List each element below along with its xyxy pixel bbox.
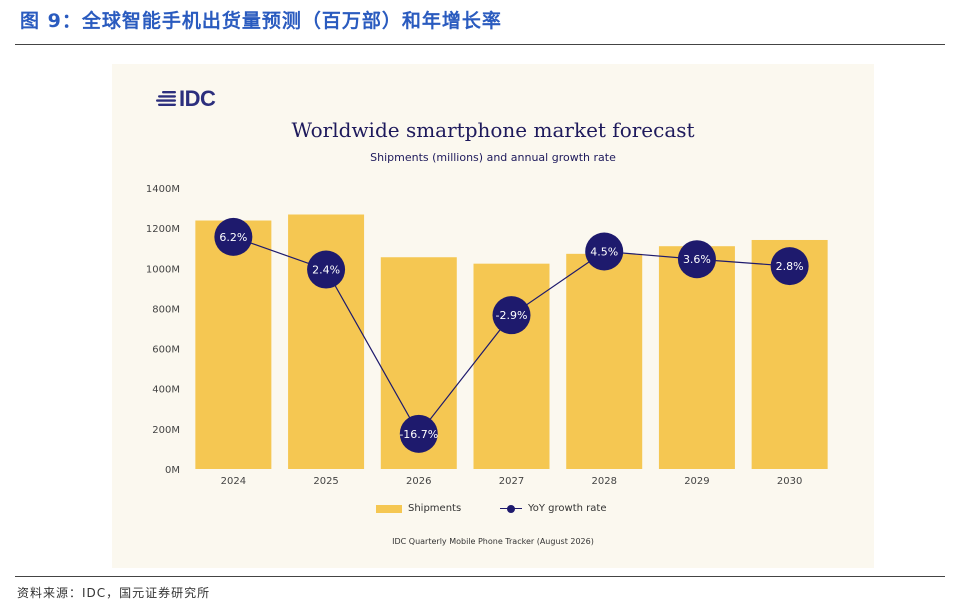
- y-tick-label: 600M: [152, 345, 180, 356]
- chart-footnote: IDC Quarterly Mobile Phone Tracker (Augu…: [392, 537, 594, 546]
- legend-item-shipments: Shipments: [376, 503, 461, 514]
- top-divider: [15, 44, 945, 45]
- x-tick-label: 2028: [591, 476, 616, 487]
- growth-data-label: -2.9%: [496, 309, 528, 322]
- legend-item-growth: YoY growth rate: [500, 503, 606, 514]
- growth-point-2027: [492, 296, 531, 335]
- growth-point-2024: [214, 217, 253, 256]
- bar-2024: [195, 220, 272, 469]
- idc-logo-text: IDC: [179, 86, 216, 111]
- figure-title: 图 9：全球智能手机出货量预测（百万部）和年增长率: [20, 10, 502, 32]
- chart-subtitle: Shipments (millions) and annual growth r…: [370, 151, 616, 164]
- x-tick-label: 2027: [499, 476, 524, 487]
- y-tick-label: 400M: [152, 385, 180, 396]
- growth-data-label: 2.4%: [312, 264, 340, 277]
- bar-2029: [658, 246, 735, 469]
- chart-legend: Shipments YoY growth rate: [0, 503, 959, 519]
- x-tick-label: 2026: [406, 476, 431, 487]
- source-note: 资料来源：IDC，国元证券研究所: [17, 586, 211, 600]
- y-tick-label: 0M: [165, 465, 180, 476]
- y-tick-label: 1200M: [146, 224, 180, 235]
- legend-swatch-shipments: [376, 504, 402, 513]
- growth-point-2028: [585, 232, 624, 271]
- bottom-divider: [15, 576, 945, 577]
- growth-data-label: -16.7%: [399, 428, 438, 441]
- y-tick-label: 200M: [152, 425, 180, 436]
- legend-line-marker-icon: [500, 504, 522, 514]
- y-tick-label: 800M: [152, 304, 180, 315]
- bar-2028: [566, 253, 643, 469]
- chart-title: Worldwide smartphone market forecast: [291, 118, 695, 142]
- bar-2027: [473, 263, 550, 469]
- x-tick-label: 2025: [313, 476, 338, 487]
- x-tick-label: 2030: [777, 476, 802, 487]
- x-tick-label: 2029: [684, 476, 709, 487]
- legend-label-growth: YoY growth rate: [528, 503, 607, 514]
- growth-point-2029: [677, 240, 716, 279]
- growth-point-2026: [399, 414, 438, 453]
- growth-data-label: 6.2%: [219, 231, 247, 244]
- growth-data-label: 3.6%: [683, 253, 711, 266]
- growth-data-label: 4.5%: [590, 246, 618, 259]
- legend-label-shipments: Shipments: [408, 503, 462, 514]
- growth-data-label: 2.8%: [776, 260, 804, 273]
- idc-logo: IDC: [156, 86, 216, 112]
- x-tick-label: 2024: [221, 476, 246, 487]
- growth-point-2030: [770, 247, 809, 286]
- idc-logo-mark-icon: [156, 91, 176, 106]
- y-tick-label: 1400M: [146, 184, 180, 195]
- growth-point-2025: [307, 250, 346, 289]
- y-tick-label: 1000M: [146, 264, 180, 275]
